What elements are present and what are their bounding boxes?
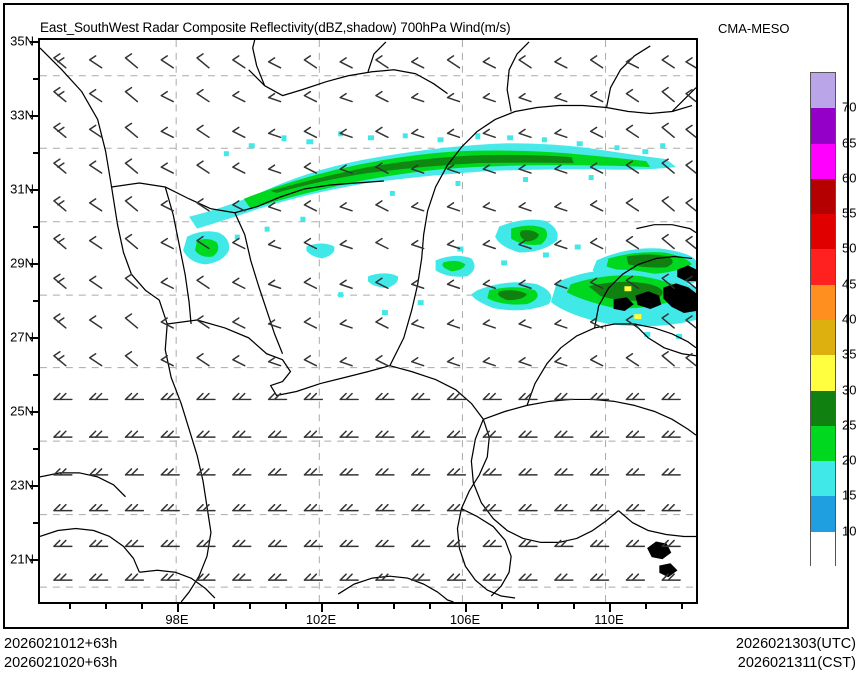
x-tick-minor xyxy=(285,604,287,609)
colorbar-tick-label: 35 xyxy=(842,346,857,362)
province-boundaries xyxy=(40,40,696,602)
colorbar-tick-label: 25 xyxy=(842,417,857,433)
y-tick-major xyxy=(30,41,38,43)
y-tick-major xyxy=(30,115,38,117)
colorbar-segment xyxy=(811,496,835,532)
x-tick-major xyxy=(177,604,179,612)
x-tick-label: 102E xyxy=(305,612,337,627)
x-tick-minor xyxy=(501,604,503,609)
reflectivity-echoes xyxy=(183,131,696,339)
colorbar-tick-label: 40 xyxy=(842,311,857,327)
colorbar-segment xyxy=(811,425,835,462)
x-tick-major xyxy=(609,604,611,612)
y-tick-label: 31N xyxy=(10,181,34,197)
y-tick-major xyxy=(30,559,38,561)
figure-outer-frame xyxy=(3,3,849,629)
wind-barbs xyxy=(53,53,696,581)
colorbar-tick-label: 65 xyxy=(842,135,857,151)
x-tick-label: 110E xyxy=(594,612,624,627)
colorbar-segment xyxy=(811,108,835,144)
y-tick-major xyxy=(30,485,38,487)
x-tick-label: 106E xyxy=(449,612,481,627)
y-tick-major xyxy=(30,189,38,191)
y-tick-label: 33N xyxy=(10,107,34,123)
x-tick-minor xyxy=(69,604,71,609)
x-tick-minor xyxy=(141,604,143,609)
x-tick-minor xyxy=(105,604,107,609)
y-tick-label: 29N xyxy=(10,255,34,271)
colorbar-segment xyxy=(811,531,835,567)
colorbar-segment xyxy=(811,178,835,215)
y-tick-minor xyxy=(33,226,38,228)
y-tick-minor xyxy=(33,152,38,154)
colorbar-segment xyxy=(811,461,835,497)
x-tick-label: 98E xyxy=(165,612,189,627)
colorbar-tick-label: 45 xyxy=(842,276,857,292)
valid-time-cst-label: 2026021311(CST) xyxy=(737,655,856,671)
grid-lines xyxy=(40,40,696,602)
colorbar-tick-label: 50 xyxy=(842,240,857,256)
colorbar-tick-label: 30 xyxy=(842,382,857,398)
x-tick-minor xyxy=(645,604,647,609)
y-tick-minor xyxy=(33,374,38,376)
y-tick-major xyxy=(30,411,38,413)
colorbar-segment xyxy=(811,214,835,250)
page-title: East_SouthWest Radar Composite Reflectiv… xyxy=(40,20,511,35)
x-tick-minor xyxy=(573,604,575,609)
x-tick-minor xyxy=(357,604,359,609)
colorbar-tick-label: 60 xyxy=(842,170,857,186)
y-tick-label: 35N xyxy=(10,33,34,49)
map-plot-area[interactable] xyxy=(38,38,698,604)
x-tick-major xyxy=(465,604,467,612)
x-tick-major xyxy=(321,604,323,612)
y-tick-label: 27N xyxy=(10,329,34,345)
colorbar-segment xyxy=(811,355,835,391)
y-tick-label: 21N xyxy=(10,551,34,567)
x-tick-minor xyxy=(429,604,431,609)
colorbar-segment xyxy=(811,390,835,426)
colorbar-tick-label: 70 xyxy=(842,99,857,115)
y-tick-minor xyxy=(33,448,38,450)
x-tick-minor xyxy=(249,604,251,609)
init-time-utc-label: 2026021012+63h xyxy=(4,636,118,652)
colorbar[interactable] xyxy=(810,72,836,567)
x-tick-minor xyxy=(393,604,395,609)
valid-time-utc-label: 2026021303(UTC) xyxy=(735,636,856,652)
y-tick-label: 25N xyxy=(10,403,34,419)
coastline-detail xyxy=(613,265,696,578)
x-tick-minor xyxy=(537,604,539,609)
y-tick-major xyxy=(30,337,38,339)
y-tick-major xyxy=(30,263,38,265)
colorbar-tick-label: 20 xyxy=(842,452,857,468)
y-tick-minor xyxy=(33,522,38,524)
y-tick-minor xyxy=(33,78,38,80)
colorbar-segment xyxy=(811,73,835,109)
colorbar-segment xyxy=(811,143,835,179)
colorbar-segment xyxy=(811,249,835,285)
x-tick-minor xyxy=(681,604,683,609)
colorbar-segment xyxy=(811,319,835,356)
y-tick-minor xyxy=(33,300,38,302)
colorbar-tick-label: 15 xyxy=(842,487,857,503)
colorbar-tick-label: 10 xyxy=(842,523,857,539)
model-source-label: CMA-MESO xyxy=(718,21,790,36)
colorbar-tick-label: 55 xyxy=(842,205,857,221)
y-tick-label: 23N xyxy=(10,477,34,493)
init-time-cst-label: 2026021020+63h xyxy=(4,655,118,671)
x-tick-minor xyxy=(213,604,215,609)
colorbar-segment xyxy=(811,284,835,320)
map-canvas xyxy=(40,40,696,602)
